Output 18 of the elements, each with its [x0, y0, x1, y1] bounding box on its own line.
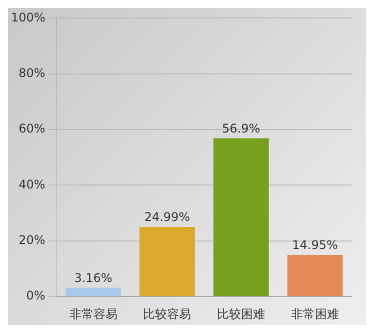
y-tick-label: 80% — [18, 66, 46, 80]
y-tick-label: 60% — [18, 122, 46, 136]
bar — [139, 227, 195, 296]
bar — [66, 288, 121, 296]
y-tick-label: 100% — [10, 10, 46, 24]
y-tick-label: 20% — [18, 233, 46, 248]
y-tick-label: 40% — [18, 177, 46, 192]
data-label: 24.99% — [144, 210, 190, 224]
y-tick-label: 0% — [26, 288, 46, 303]
data-label: 14.95% — [292, 238, 338, 252]
data-label: 3.16% — [74, 270, 112, 285]
x-tick-label: 非常容易 — [69, 306, 118, 321]
x-tick-label: 比较容易 — [143, 306, 192, 321]
data-label: 56.9% — [222, 121, 260, 136]
bar — [287, 254, 343, 296]
x-tick-label: 非常困难 — [291, 306, 340, 321]
bar — [213, 138, 269, 296]
x-tick-label: 比较困难 — [217, 306, 266, 321]
